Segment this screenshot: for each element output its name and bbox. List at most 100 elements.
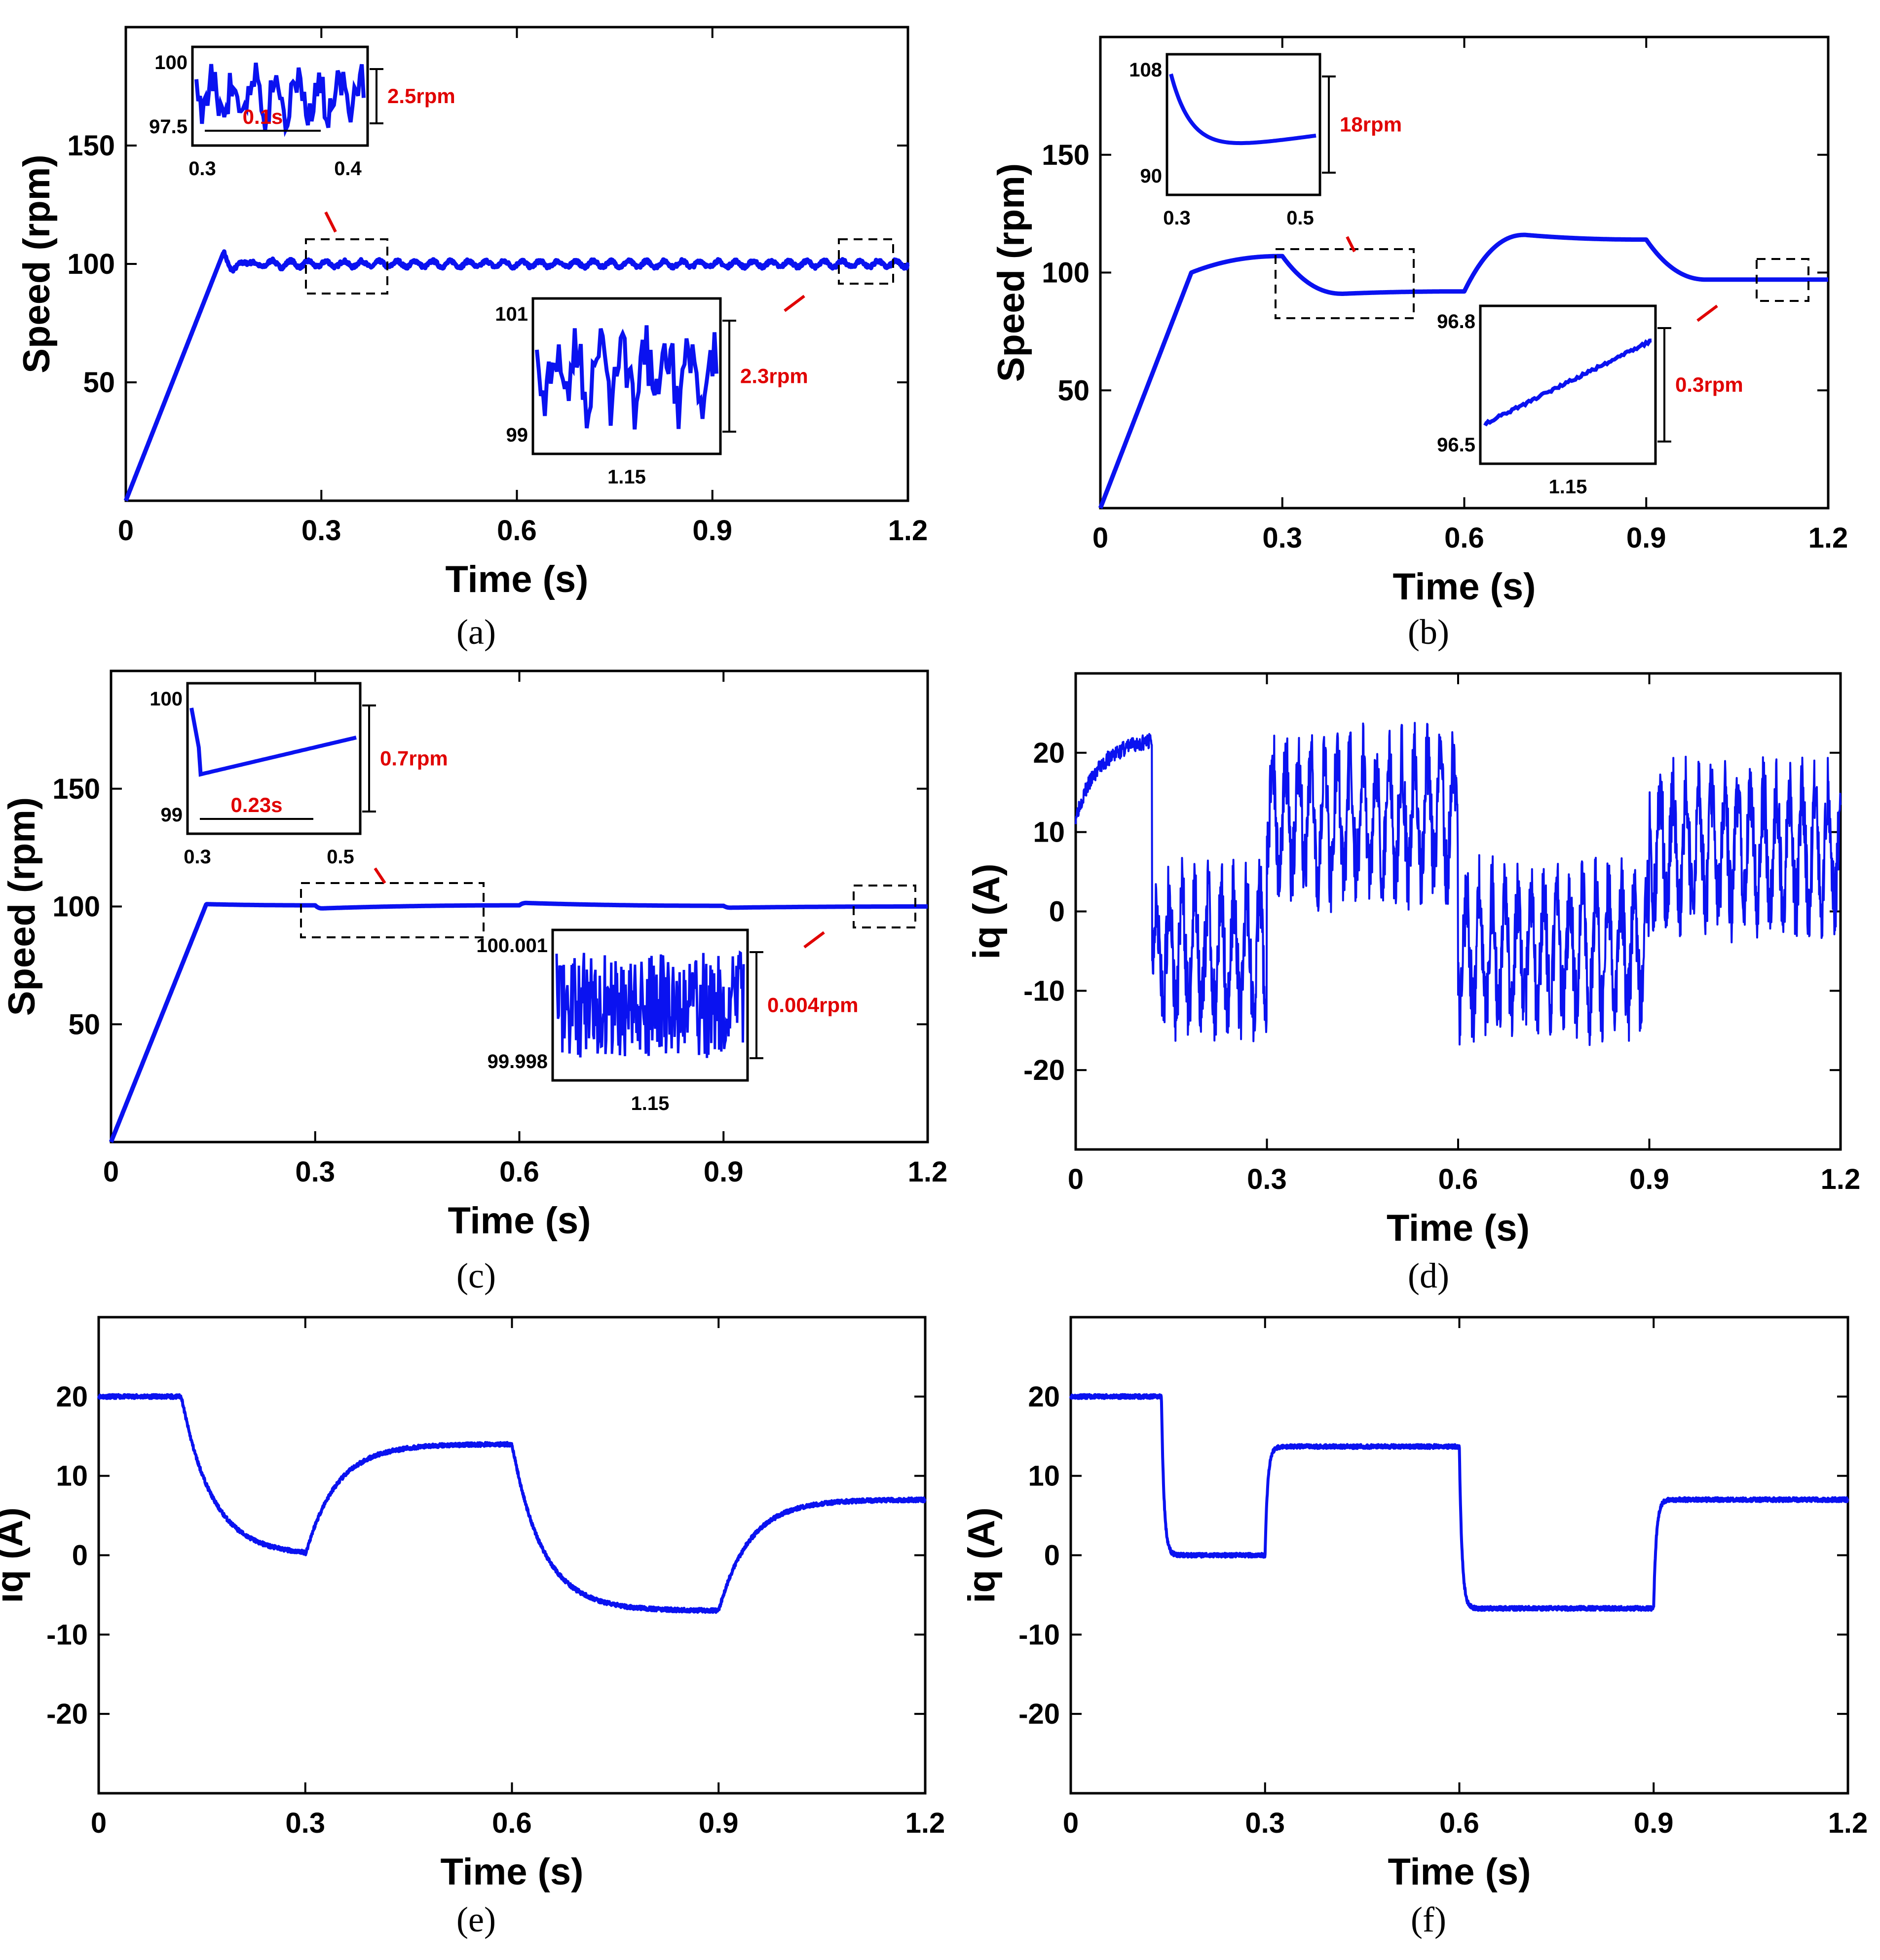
x-tick-label: 0 [118,515,134,547]
x-tick-label: 0.9 [1629,1163,1669,1195]
x-tick-label: 0 [91,1807,107,1839]
x-tick-label: 0.3 [295,1156,335,1188]
series-line-speed [123,249,910,502]
y-tick-label: 150 [67,130,115,162]
inset-series-line [1169,73,1316,146]
x-tick-label: 0.6 [492,1807,532,1839]
panel-caption: (f) [1411,1900,1446,1939]
x-tick-label: 0.6 [1438,1163,1478,1195]
callout-arrow [324,211,337,233]
y-tick-label: 0 [72,1540,88,1572]
inset-y-tick-label: 96.8 [1437,311,1475,333]
y-tick-label: 10 [1033,816,1065,849]
y-tick-label: 150 [1042,139,1090,171]
y-tick-label: 20 [1033,737,1065,769]
inset-x-tick-label: 1.15 [607,466,646,488]
x-tick-label: 0 [103,1156,119,1188]
y-tick-label: 0 [1044,1540,1060,1572]
y-tick-label: 150 [52,773,100,805]
inset-frame [1479,304,1657,465]
x-tick-label: 0.9 [704,1156,744,1188]
y-axis-label: iq (A) [961,1507,1003,1603]
inset-c-inset2: 100.001 99.998 1.15 0.004rpm [476,885,916,1114]
series-line-iq [1075,722,1842,1046]
inset-y-tick-label: 100 [150,688,183,710]
x-tick-label: 1.2 [908,1156,948,1188]
zoom-region [300,882,485,938]
series-line-speed [1098,232,1830,509]
span-label: 0.23s [230,793,282,816]
axes-frame-e [97,1316,927,1795]
x-tick-label: 0.3 [1247,1163,1287,1195]
series-line-iq [97,1393,927,1614]
inset-y-tick-label: 99 [161,804,183,826]
y-axis-label: iq (A) [0,1507,31,1603]
y-axis-label: iq (A) [966,863,1008,959]
series-line-iq [1069,1393,1849,1612]
y-tick-label: 10 [1028,1460,1060,1492]
y-axis-label: Speed (rpm) [16,154,58,373]
y-tick-label: 20 [1028,1381,1060,1413]
inset-y-tick-label: 99 [506,424,528,446]
x-tick-label: 0.6 [1439,1807,1479,1839]
inset-x-tick-label: 0.3 [188,158,216,180]
inset-y-tick-label: 99.998 [488,1051,548,1072]
amplitude-label: 0.004rpm [767,994,858,1017]
panel-b: 0 0.3 0.6 0.9 1.2 50 100 150 Time (s) Speed (rpm)… [990,36,1848,652]
inset-series-line [535,325,718,430]
inset-y-tick-label: 108 [1129,59,1162,81]
inset-a-inset2: 101 99 1.15 2.3rpm [495,238,894,488]
x-tick-label: 0.9 [699,1807,739,1839]
amplitude-label: 18rpm [1340,113,1402,136]
x-tick-label: 1.2 [888,515,928,547]
y-axis-label: Speed (rpm) [1,797,43,1016]
y-tick-label: 50 [1057,374,1090,407]
panel-caption: (b) [1408,612,1449,652]
amplitude-label: 0.3rpm [1675,373,1743,396]
amplitude-label: 2.5rpm [387,84,455,108]
panel-d: 0 0.3 0.6 0.9 1.2 20 10 0 -10 -20 Time (s) iq (A) (d… [966,672,1861,1295]
inset-series-line [1483,338,1652,427]
inset-series-line [189,707,357,777]
y-tick-label: -10 [1023,975,1065,1007]
zoom-region [1275,248,1415,319]
panel-e: 0 0.3 0.6 0.9 1.2 20 10 0 -10 -20 Time (s) iq (A) (e… [0,1316,945,1939]
y-tick-label: 50 [83,367,115,399]
x-tick-label: 0.6 [1444,522,1484,554]
x-tick-label: 0.3 [1262,522,1302,554]
inset-x-tick-label: 1.15 [631,1093,670,1114]
y-axis-label: Speed (rpm) [990,163,1032,382]
inset-series-line [555,950,745,1058]
inset-c-inset1: 100 990.3 0.5 0.7rpm 0.23s [150,682,485,938]
y-tick-label: 50 [68,1008,100,1040]
inset-x-tick-label: 0.5 [327,846,354,868]
x-tick-label: 0.6 [499,1156,539,1188]
x-tick-label: 0.3 [1245,1807,1285,1839]
zoom-region [305,238,388,295]
inset-b-inset1: 108 900.3 0.5 18rpm [1129,53,1415,319]
zoom-region [853,885,916,928]
y-tick-label: -10 [46,1619,88,1651]
x-tick-label: 1.2 [1821,1163,1861,1195]
y-tick-label: 10 [56,1460,88,1492]
inset-y-tick-label: 100.001 [476,935,548,957]
panel-a: 0 0.3 0.6 0.9 1.2 50 100 150 Time (s) Speed (rpm)… [16,26,928,652]
panel-caption: (d) [1408,1256,1449,1295]
callout-arrow [784,295,805,312]
y-tick-label: 100 [67,248,115,280]
x-tick-label: 0 [1092,522,1108,554]
x-tick-label: 0.9 [1626,522,1666,554]
x-axis-label: Time (s) [445,558,588,600]
x-tick-label: 1.2 [905,1807,945,1839]
panel-caption: (a) [456,612,496,652]
x-tick-label: 0.9 [692,515,732,547]
x-tick-label: 0.9 [1634,1807,1674,1839]
x-axis-label: Time (s) [1392,566,1536,608]
inset-x-tick-label: 0.5 [1286,207,1314,229]
inset-x-tick-label: 0.3 [184,846,211,868]
inset-y-tick-label: 100 [154,52,188,74]
inset-a-inset1: 100 97.50.3 0.4 2.5rpm 0.1s [149,45,455,295]
x-tick-label: 0.3 [285,1807,325,1839]
callout-arrow [374,867,386,884]
